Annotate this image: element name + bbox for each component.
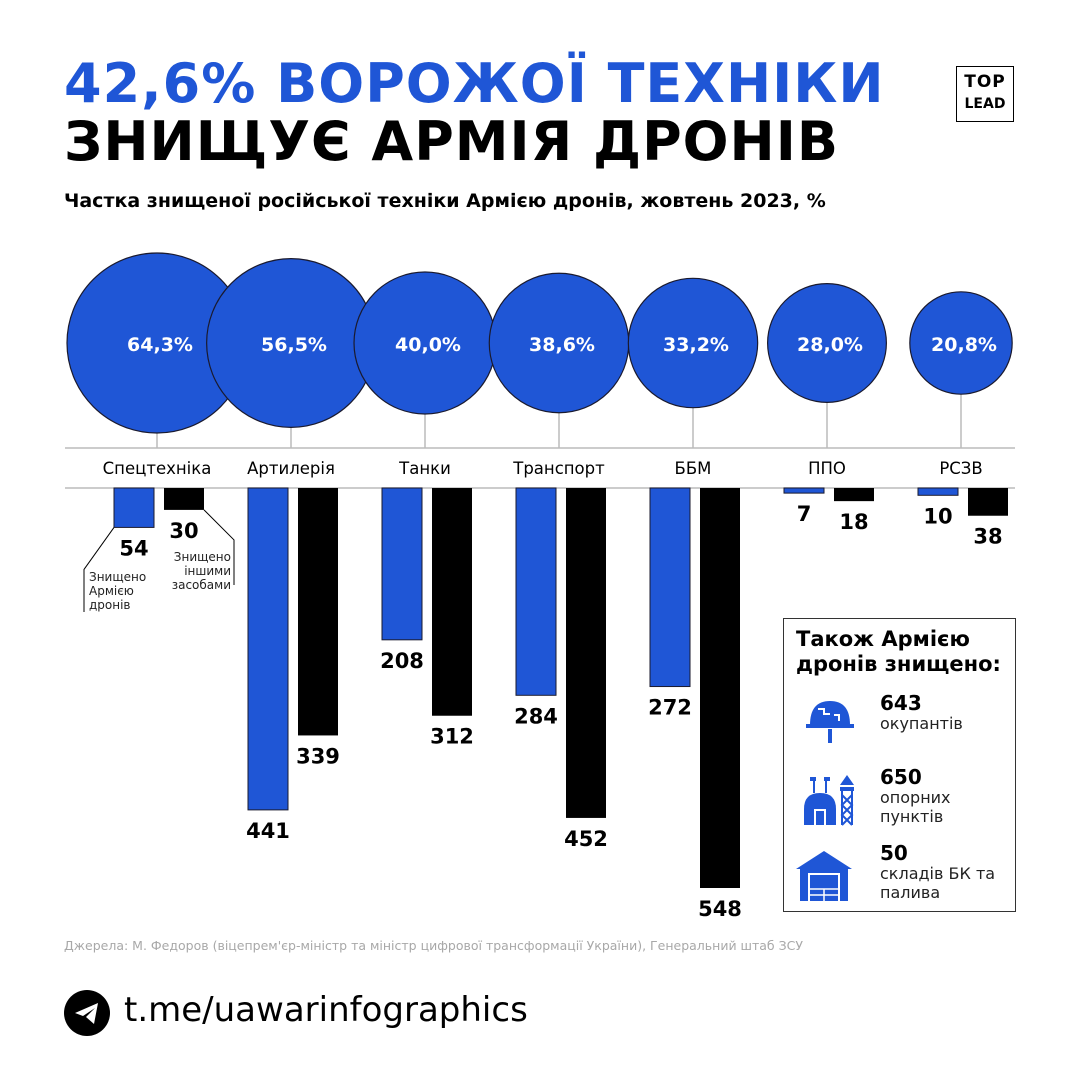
telegram-link[interactable]: t.me/uawarinfographics	[124, 990, 528, 1030]
category-label: Танки	[398, 459, 451, 478]
title-line-2: ЗНИЩУЄ АРМІЯ ДРОНІВ	[64, 110, 839, 173]
logo-top: TOP	[964, 72, 1006, 92]
category-label: РСЗВ	[939, 459, 982, 478]
share-bubble	[767, 283, 887, 403]
also-destroyed-box: Також Армією дронів знищено: 643 окупант…	[783, 618, 1016, 912]
box-item-value: 50	[880, 841, 908, 865]
bar-drones	[917, 487, 959, 496]
box-item-label: складів БК та палива	[880, 864, 996, 902]
warehouse-icon	[796, 851, 852, 901]
bar-other	[834, 488, 874, 502]
bar-drones	[783, 487, 825, 494]
legend-drones-text: Армією	[89, 584, 134, 598]
share-label: 56,5%	[261, 334, 327, 356]
bar-other	[432, 488, 472, 716]
share-bubble	[909, 291, 1013, 395]
bar-other	[298, 488, 338, 736]
value-label-other: 548	[698, 897, 742, 921]
legend-leader-drones	[83, 527, 115, 612]
share-label: 38,6%	[529, 334, 595, 356]
value-label-drones: 208	[380, 649, 424, 673]
value-label-other: 30	[169, 519, 198, 543]
stronghold-icon	[804, 775, 854, 826]
box-item-label: опорних пунктів	[880, 788, 951, 826]
category-label: ППО	[808, 459, 846, 478]
value-label-other: 18	[839, 510, 868, 534]
bar-drones	[515, 487, 557, 696]
category-label: Артилерія	[247, 459, 335, 478]
category-label: ББМ	[675, 459, 712, 478]
source-note: Джерела: М. Федоров (віцепрем'єр-міністр…	[64, 938, 803, 953]
title-line-1: 42,6% ВОРОЖОЇ ТЕХНІКИ	[64, 52, 885, 115]
top-lead-logo: TOP LEAD	[956, 66, 1014, 122]
legend-other-text: іншими	[184, 564, 231, 578]
bar-drones	[649, 487, 691, 688]
chart: 64,3% Спецтехніка 54 30 56,5% Артилерія 441 339…	[65, 252, 1015, 921]
box-item-value: 643	[880, 691, 922, 715]
value-label-drones: 10	[923, 504, 952, 528]
legend-other-text: Знищено	[174, 550, 231, 564]
box-item-value: 650	[880, 765, 922, 789]
legend-leader-other	[203, 509, 235, 585]
value-label-other: 38	[973, 525, 1002, 549]
telegram-icon[interactable]	[64, 990, 110, 1036]
category-label: Транспорт	[512, 459, 605, 478]
share-label: 20,8%	[931, 334, 997, 356]
chart-title: Частка знищеної російської техніки Арміє…	[64, 190, 826, 212]
share-label: 28,0%	[797, 334, 863, 356]
value-label-other: 312	[430, 725, 474, 749]
logo-bottom: LEAD	[964, 96, 1006, 112]
legend-drones-text: Знищено	[89, 570, 146, 584]
bar-drones	[247, 487, 289, 811]
value-label-drones: 54	[119, 536, 148, 560]
bar-drones	[113, 487, 155, 528]
bar-other	[700, 488, 740, 888]
box-title: Також Армією дронів знищено:	[796, 627, 1001, 676]
share-bubble	[627, 277, 759, 409]
share-label: 40,0%	[395, 334, 461, 356]
bar-other	[566, 488, 606, 818]
bar-other	[968, 488, 1008, 516]
value-label-other: 452	[564, 827, 608, 851]
helmet-icon	[806, 701, 854, 743]
bar-drones	[381, 487, 423, 641]
value-label-drones: 272	[648, 696, 692, 720]
share-label: 33,2%	[663, 334, 729, 356]
value-label-other: 339	[296, 744, 340, 768]
legend-drones-text: дронів	[89, 598, 131, 612]
bar-other	[164, 488, 204, 510]
value-label-drones: 284	[514, 704, 558, 728]
value-label-drones: 441	[246, 819, 290, 843]
category-label: Спецтехніка	[103, 459, 212, 478]
share-label: 64,3%	[127, 334, 193, 356]
box-item-label: окупантів	[880, 714, 963, 733]
legend-other-text: засобами	[172, 578, 231, 592]
value-label-drones: 7	[797, 502, 812, 526]
